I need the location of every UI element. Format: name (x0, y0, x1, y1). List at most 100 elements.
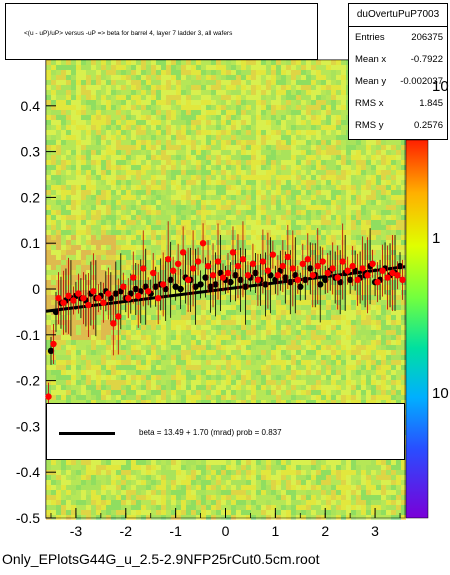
density-cell (146, 250, 151, 255)
density-cell (211, 80, 216, 85)
density-cell (321, 130, 326, 135)
density-cell (211, 150, 216, 155)
density-cell (61, 90, 66, 95)
density-cell (136, 330, 141, 335)
density-cell (61, 160, 66, 165)
density-cell (271, 100, 276, 105)
density-cell (271, 265, 276, 270)
density-cell (111, 280, 116, 285)
density-cell (306, 240, 311, 245)
density-cell (296, 175, 301, 180)
density-cell (371, 245, 376, 250)
density-cell (381, 155, 386, 160)
density-cell (91, 115, 96, 120)
density-cell (341, 330, 346, 335)
density-cell (386, 285, 391, 290)
density-cell (131, 315, 136, 320)
density-cell (136, 125, 141, 130)
density-cell (291, 205, 296, 210)
density-cell (131, 360, 136, 365)
density-cell (366, 175, 371, 180)
density-cell (56, 115, 61, 120)
density-cell (91, 395, 96, 400)
density-cell (261, 180, 266, 185)
density-cell (301, 330, 306, 335)
density-cell (176, 80, 181, 85)
density-cell (226, 340, 231, 345)
density-cell (291, 180, 296, 185)
density-cell (76, 225, 81, 230)
density-cell (386, 400, 391, 405)
density-cell (221, 235, 226, 240)
density-cell (211, 170, 216, 175)
density-cell (66, 345, 71, 350)
density-cell (351, 365, 356, 370)
density-cell (191, 320, 196, 325)
density-cell (246, 255, 251, 260)
density-cell (121, 390, 126, 395)
density-cell (246, 370, 251, 375)
density-cell (71, 315, 76, 320)
density-cell (316, 180, 321, 185)
density-cell (221, 135, 226, 140)
density-cell (176, 130, 181, 135)
density-cell (251, 225, 256, 230)
density-cell (401, 305, 406, 310)
density-cell (181, 210, 186, 215)
density-cell (156, 165, 161, 170)
density-cell (291, 65, 296, 70)
density-cell (321, 300, 326, 305)
density-cell (176, 170, 181, 175)
density-cell (76, 195, 81, 200)
density-cell (91, 80, 96, 85)
density-cell (136, 60, 141, 65)
density-cell (151, 400, 156, 405)
density-cell (111, 195, 116, 200)
density-cell (301, 185, 306, 190)
density-cell (101, 345, 106, 350)
density-cell (106, 340, 111, 345)
density-cell (216, 135, 221, 140)
density-cell (371, 235, 376, 240)
density-cell (256, 320, 261, 325)
density-cell (66, 90, 71, 95)
density-cell (171, 130, 176, 135)
density-cell (51, 385, 56, 390)
density-cell (216, 360, 221, 365)
density-cell (351, 325, 356, 330)
density-cell (106, 250, 111, 255)
density-cell (76, 130, 81, 135)
density-cell (71, 205, 76, 210)
density-cell (311, 190, 316, 195)
density-cell (181, 375, 186, 380)
density-cell (91, 120, 96, 125)
density-cell (161, 390, 166, 395)
density-cell (261, 225, 266, 230)
density-cell (366, 385, 371, 390)
density-cell (201, 225, 206, 230)
density-cell (56, 60, 61, 65)
density-cell (221, 175, 226, 180)
density-cell (156, 360, 161, 365)
density-cell (251, 305, 256, 310)
density-cell (386, 335, 391, 340)
density-cell (136, 155, 141, 160)
density-cell (116, 70, 121, 75)
density-cell (361, 300, 366, 305)
density-cell (96, 125, 101, 130)
density-cell (266, 210, 271, 215)
density-cell (286, 305, 291, 310)
density-cell (236, 400, 241, 405)
density-cell (266, 355, 271, 360)
density-cell (286, 110, 291, 115)
density-cell (106, 110, 111, 115)
density-cell (291, 85, 296, 90)
density-cell (256, 400, 261, 405)
density-cell (281, 170, 286, 175)
density-cell (61, 395, 66, 400)
density-cell (186, 395, 191, 400)
density-cell (161, 215, 166, 220)
density-cell (361, 170, 366, 175)
density-cell (356, 230, 361, 235)
density-cell (246, 280, 251, 285)
